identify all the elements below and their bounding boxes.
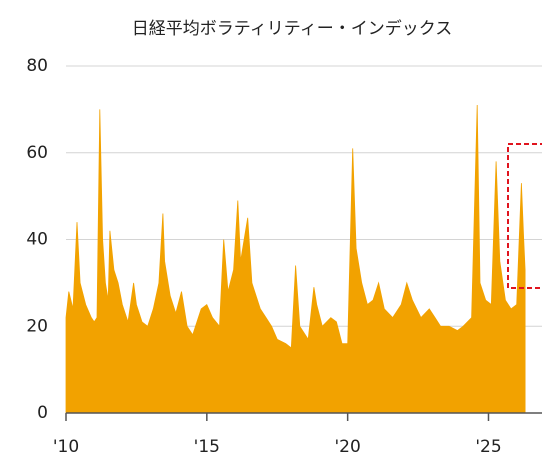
x-tick-label: '20 [335, 437, 361, 457]
chart-title: 日経平均ボラティリティー・インデックス [132, 18, 452, 39]
y-tick-label: 40 [26, 230, 48, 250]
highlight-box [507, 143, 542, 289]
y-tick-label: 20 [26, 316, 48, 336]
x-tick-label: '25 [475, 437, 501, 457]
plot-area [65, 104, 526, 414]
y-tick-label: 60 [26, 143, 48, 163]
axes: 0 20 40 60 80 '10 '15 '20 '25 [26, 56, 501, 457]
x-tick-label: '10 [53, 437, 79, 457]
x-tick-label: '15 [194, 437, 220, 457]
y-tick-label: 80 [26, 56, 48, 76]
y-tick-label: 0 [37, 403, 48, 423]
area [65, 104, 526, 414]
